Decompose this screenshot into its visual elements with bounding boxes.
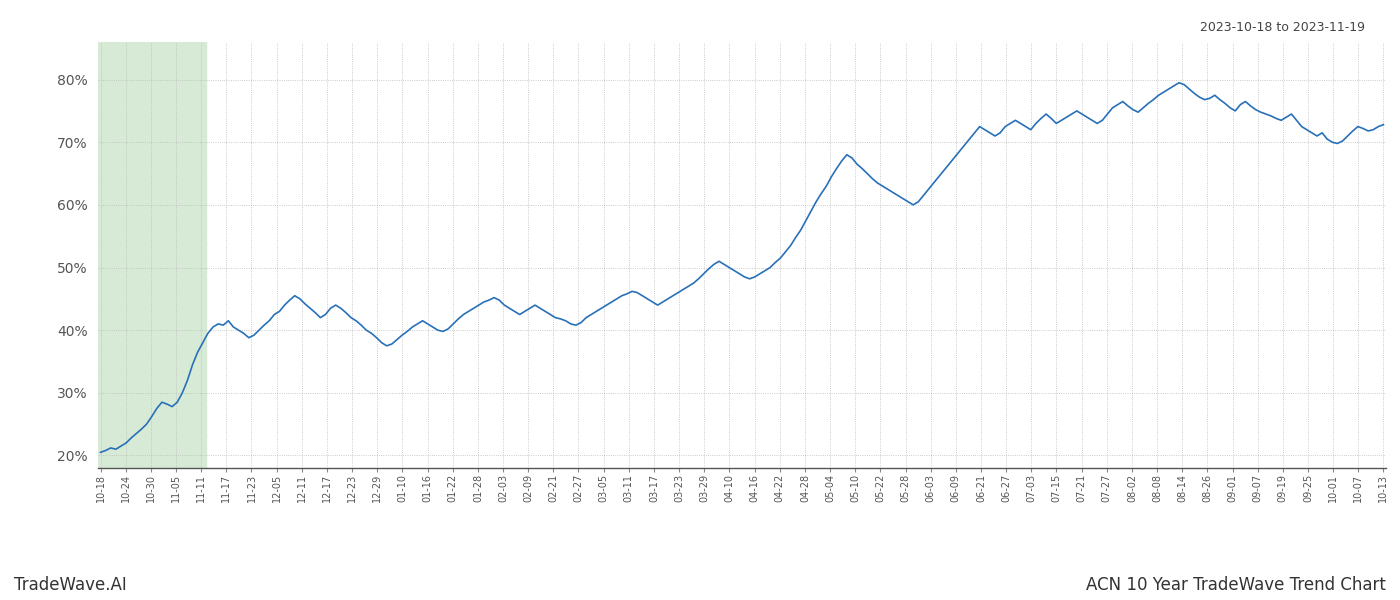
Bar [98,42,206,468]
Text: TradeWave.AI: TradeWave.AI [14,576,127,594]
Text: 2023-10-18 to 2023-11-19: 2023-10-18 to 2023-11-19 [1200,21,1365,34]
Text: ACN 10 Year TradeWave Trend Chart: ACN 10 Year TradeWave Trend Chart [1086,576,1386,594]
